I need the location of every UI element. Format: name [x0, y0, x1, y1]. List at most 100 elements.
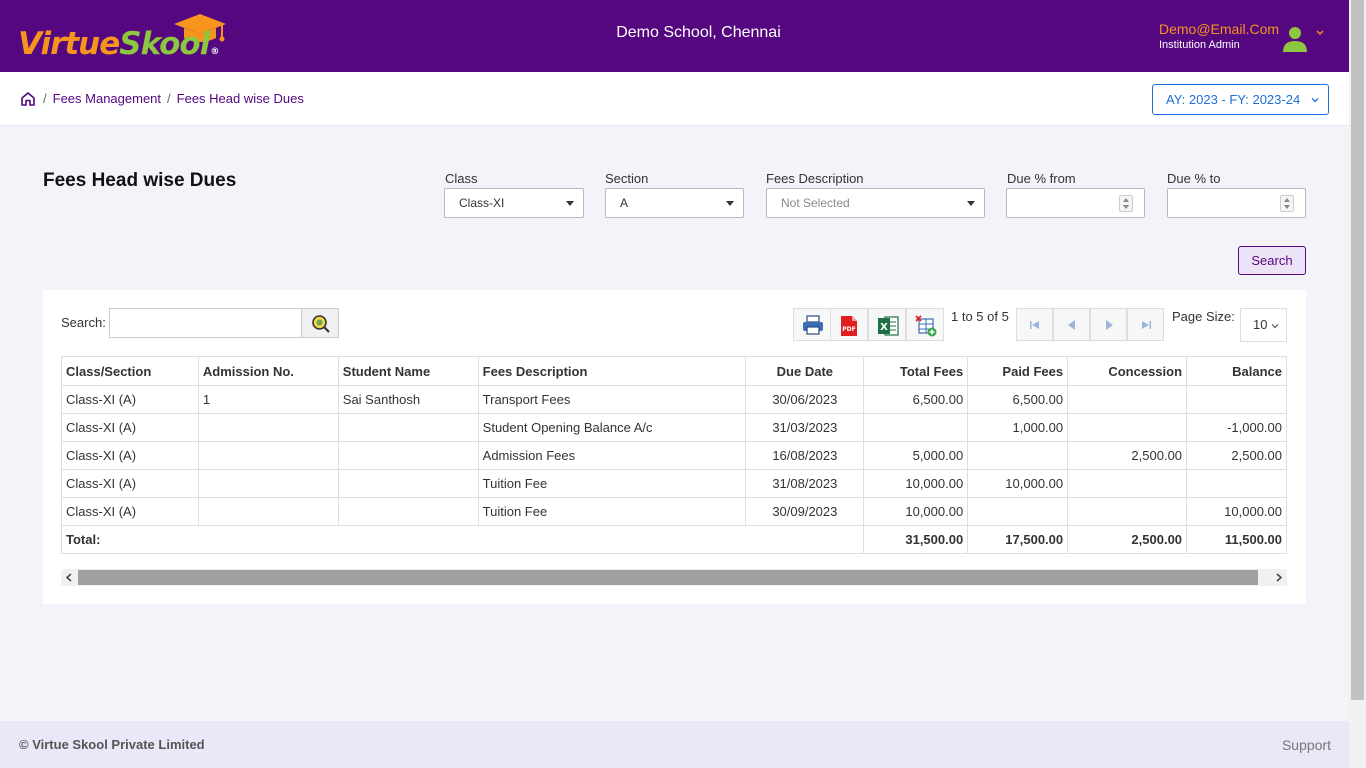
cell-paid-fees: [967, 497, 1069, 526]
column-header-balance[interactable]: Balance: [1186, 356, 1287, 386]
cell-paid-fees: 10,000.00: [967, 469, 1069, 498]
cell-fees-description: Student Opening Balance A/c: [477, 413, 747, 442]
home-icon[interactable]: [20, 91, 36, 107]
due-from-input[interactable]: [1006, 188, 1145, 218]
column-header-class-section[interactable]: Class/Section: [61, 356, 199, 386]
balance-sum: 11,500.00: [1186, 525, 1287, 554]
cell-fees-description: Tuition Fee: [477, 469, 747, 498]
next-page-icon: [1106, 320, 1113, 330]
academic-year-select[interactable]: AY: 2023 - FY: 2023-24: [1152, 84, 1329, 115]
cell-class-section: Class-XI (A): [61, 413, 199, 442]
print-button[interactable]: [793, 308, 831, 341]
due-to-label: Due % to: [1167, 171, 1221, 186]
column-header-due-date[interactable]: Due Date: [745, 356, 865, 386]
page-scrollbar[interactable]: [1349, 0, 1366, 768]
prev-page-icon: [1068, 320, 1075, 330]
cell-admission-no: [197, 497, 339, 526]
user-info[interactable]: Demo@Email.Com Institution Admin: [1159, 21, 1279, 51]
cell-student-name: [337, 497, 479, 526]
grid-search-button[interactable]: [301, 308, 339, 338]
cell-admission-no: [197, 441, 339, 470]
scroll-left-icon[interactable]: [65, 573, 73, 582]
search-button[interactable]: Search: [1238, 246, 1306, 275]
table-row[interactable]: Class-XI (A) Tuition Fee 31/08/2023 10,0…: [61, 469, 1287, 498]
page-scrollbar-thumb[interactable]: [1351, 0, 1364, 700]
table-header-row: Class/Section Admission No. Student Name…: [61, 356, 1287, 386]
export-excel-button[interactable]: X: [868, 308, 906, 341]
cell-class-section: Class-XI (A): [61, 497, 199, 526]
cell-paid-fees: 1,000.00: [967, 413, 1069, 442]
class-label: Class: [445, 171, 478, 186]
grid-search-input[interactable]: [109, 308, 302, 338]
scroll-right-icon[interactable]: [1275, 573, 1283, 582]
column-header-fees-description[interactable]: Fees Description: [477, 356, 747, 386]
cell-balance: 10,000.00: [1186, 497, 1287, 526]
svg-text:X: X: [880, 322, 888, 333]
cell-balance: 2,500.00: [1186, 441, 1287, 470]
cell-admission-no: [197, 413, 339, 442]
cell-concession: [1067, 497, 1188, 526]
cell-balance: [1186, 469, 1287, 498]
chevron-down-icon[interactable]: [1315, 28, 1325, 38]
page-title: Fees Head wise Dues: [43, 170, 237, 191]
class-select-value: Class-XI: [459, 196, 505, 210]
table-row[interactable]: Class-XI (A) Tuition Fee 30/09/2023 10,0…: [61, 497, 1287, 526]
horizontal-scrollbar-thumb[interactable]: [78, 570, 1258, 585]
cell-due-date: 30/06/2023: [745, 385, 865, 414]
breadcrumb-fees-management[interactable]: Fees Management: [52, 91, 162, 106]
copyright-text: © Virtue Skool Private Limited: [19, 737, 205, 752]
column-header-total-fees[interactable]: Total Fees: [863, 356, 969, 386]
table-total-row: Total: 31,500.00 17,500.00 2,500.00 11,5…: [60, 525, 1287, 554]
number-spinner-icon[interactable]: [1280, 195, 1294, 212]
user-role: Institution Admin: [1159, 39, 1240, 51]
page-size-label: Page Size:: [1172, 309, 1235, 324]
cell-concession: [1067, 385, 1188, 414]
cell-class-section: Class-XI (A): [61, 385, 199, 414]
last-page-button[interactable]: [1127, 308, 1164, 341]
page-size-select[interactable]: 10: [1240, 308, 1287, 342]
cell-admission-no: 1: [197, 385, 339, 414]
dues-table: Class/Section Admission No. Student Name…: [60, 356, 1287, 554]
cell-concession: [1067, 413, 1188, 442]
column-header-paid-fees[interactable]: Paid Fees: [967, 356, 1069, 386]
support-link[interactable]: Support: [1281, 737, 1331, 753]
cell-concession: 2,500.00: [1067, 441, 1188, 470]
first-page-button[interactable]: [1016, 308, 1053, 341]
number-spinner-icon[interactable]: [1119, 195, 1133, 212]
cell-admission-no: [197, 469, 339, 498]
next-page-button[interactable]: [1090, 308, 1127, 341]
prev-page-button[interactable]: [1053, 308, 1090, 341]
cell-paid-fees: 6,500.00: [967, 385, 1069, 414]
excel-icon: X: [878, 316, 899, 336]
cell-total-fees: 6,500.00: [863, 385, 969, 414]
horizontal-scrollbar[interactable]: [61, 569, 1287, 586]
svg-text:PDF: PDF: [842, 326, 855, 333]
breadcrumb-current-page: Fees Head wise Dues: [176, 91, 304, 106]
search-icon: [312, 315, 330, 333]
school-name-container: Demo School, Chennai: [0, 24, 1366, 42]
cell-due-date: 30/09/2023: [745, 497, 865, 526]
school-name: Demo School, Chennai: [616, 24, 781, 41]
cell-total-fees: 10,000.00: [863, 497, 969, 526]
fees-description-select[interactable]: Not Selected: [766, 188, 985, 218]
column-header-concession[interactable]: Concession: [1067, 356, 1188, 386]
user-email: Demo@Email.Com: [1159, 21, 1280, 37]
table-row[interactable]: Class-XI (A) Admission Fees 16/08/2023 5…: [61, 441, 1287, 470]
column-header-student-name[interactable]: Student Name: [337, 356, 479, 386]
logo-word-virtue: Virtue: [18, 26, 120, 62]
class-select[interactable]: Class-XI: [444, 188, 584, 218]
cell-student-name: [337, 413, 479, 442]
cell-fees-description: Admission Fees: [477, 441, 747, 470]
grid-panel: Search: PDF X: [43, 290, 1306, 604]
virtue-skool-logo[interactable]: VirtueSkool®: [18, 12, 248, 62]
due-to-input[interactable]: [1167, 188, 1306, 218]
cell-fees-description: Tuition Fee: [477, 497, 747, 526]
column-header-admission-no[interactable]: Admission No.: [197, 356, 339, 386]
section-select[interactable]: A: [605, 188, 744, 218]
table-row[interactable]: Class-XI (A) 1 Sai Santhosh Transport Fe…: [61, 385, 1287, 414]
user-avatar-icon[interactable]: [1282, 25, 1308, 53]
table-row[interactable]: Class-XI (A) Student Opening Balance A/c…: [61, 413, 1287, 442]
breadcrumb: / Fees Management / Fees Head wise Dues: [43, 91, 304, 106]
export-grid-button[interactable]: [906, 308, 944, 341]
export-pdf-button[interactable]: PDF: [830, 308, 868, 341]
